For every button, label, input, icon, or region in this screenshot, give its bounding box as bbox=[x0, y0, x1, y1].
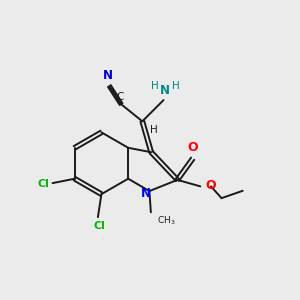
Text: N: N bbox=[160, 84, 170, 97]
Text: Cl: Cl bbox=[93, 221, 105, 231]
Text: C: C bbox=[116, 92, 123, 102]
Text: N: N bbox=[141, 187, 151, 200]
Text: O: O bbox=[188, 141, 198, 154]
Text: H: H bbox=[172, 81, 180, 91]
Text: O: O bbox=[206, 179, 216, 192]
Text: N: N bbox=[103, 69, 113, 82]
Text: Cl: Cl bbox=[38, 179, 50, 189]
Text: CH$_3$: CH$_3$ bbox=[157, 214, 176, 227]
Text: H: H bbox=[150, 124, 158, 134]
Text: H: H bbox=[152, 81, 159, 91]
